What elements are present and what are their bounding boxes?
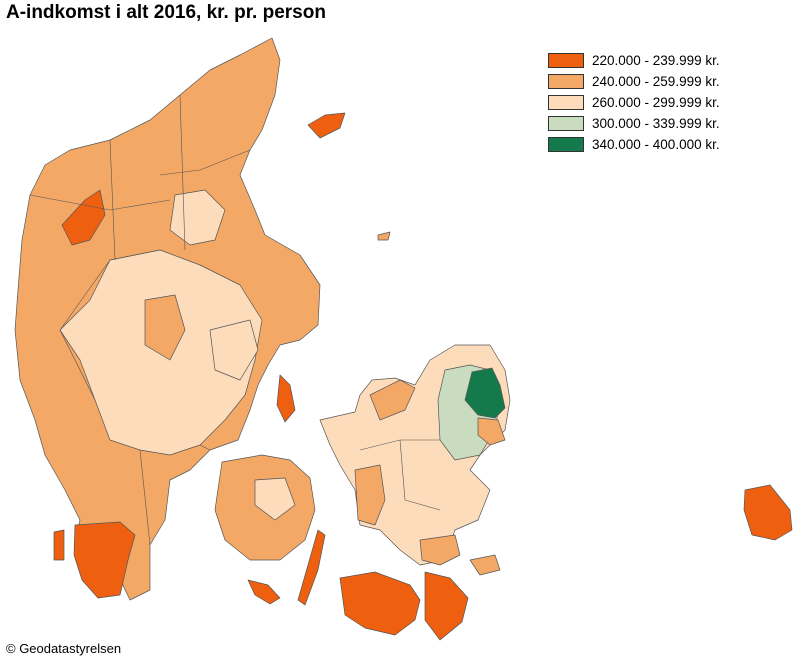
legend-label: 260.000 - 299.999 kr. bbox=[592, 95, 720, 110]
legend-swatch bbox=[548, 137, 584, 152]
legend-item: 260.000 - 299.999 kr. bbox=[548, 92, 720, 113]
region-jutland-central-orange bbox=[144, 294, 186, 361]
region-lolland bbox=[339, 571, 421, 636]
legend-item: 300.000 - 339.999 kr. bbox=[548, 113, 720, 134]
legend-swatch bbox=[548, 53, 584, 68]
copyright-credit: © Geodatastyrelsen bbox=[6, 641, 122, 656]
region-romo bbox=[53, 529, 65, 561]
legend-label: 300.000 - 339.999 kr. bbox=[592, 116, 720, 131]
region-zealand-west-orange bbox=[369, 379, 416, 421]
region-mors bbox=[61, 189, 106, 246]
region-copenhagen bbox=[477, 417, 506, 446]
legend-label: 220.000 - 239.999 kr. bbox=[592, 53, 720, 68]
region-bornholm bbox=[743, 484, 793, 541]
legend-swatch bbox=[548, 74, 584, 89]
region-zealand-south-east bbox=[419, 534, 461, 566]
region-mon bbox=[469, 554, 501, 576]
region-aero bbox=[247, 579, 281, 605]
region-jutland-east-pale bbox=[209, 319, 259, 381]
legend-label: 340.000 - 400.000 kr. bbox=[592, 137, 720, 152]
legend-item: 220.000 - 239.999 kr. bbox=[548, 50, 720, 71]
region-laeso bbox=[307, 112, 346, 139]
region-anholt bbox=[377, 231, 391, 241]
region-zealand-south-orange bbox=[354, 464, 386, 526]
region-falster bbox=[424, 571, 469, 641]
region-langeland bbox=[297, 529, 326, 606]
region-capital-core bbox=[464, 367, 506, 419]
legend-label: 240.000 - 259.999 kr. bbox=[592, 74, 720, 89]
region-funen-pale bbox=[254, 477, 296, 521]
map-title: A-indkomst i alt 2016, kr. pr. person bbox=[6, 2, 326, 23]
region-tonder bbox=[73, 521, 136, 599]
map-legend: 220.000 - 239.999 kr. 240.000 - 259.999 … bbox=[548, 50, 720, 155]
region-samso bbox=[276, 374, 296, 423]
legend-swatch bbox=[548, 95, 584, 110]
legend-swatch bbox=[548, 116, 584, 131]
legend-item: 240.000 - 259.999 kr. bbox=[548, 71, 720, 92]
legend-item: 340.000 - 400.000 kr. bbox=[548, 134, 720, 155]
